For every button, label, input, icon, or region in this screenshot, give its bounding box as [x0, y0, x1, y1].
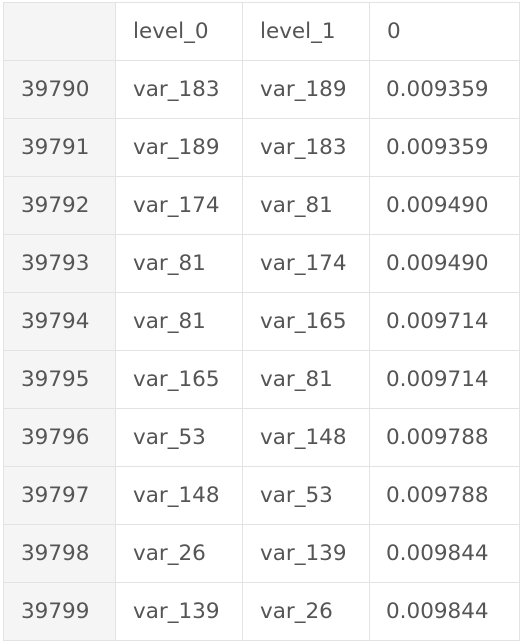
cell-level-1: var_148 [242, 408, 370, 467]
column-header-level-0: level_0 [115, 2, 243, 61]
table-row: 39796 var_53 var_148 0.009788 [3, 408, 520, 467]
row-index: 39790 [3, 60, 116, 119]
table-row: 39797 var_148 var_53 0.009788 [3, 466, 520, 525]
table-row: 39795 var_165 var_81 0.009714 [3, 350, 520, 409]
cell-level-0: var_53 [115, 408, 243, 467]
cell-value: 0.009844 [369, 582, 520, 641]
cell-value: 0.009359 [369, 60, 520, 119]
table-row: 39791 var_189 var_183 0.009359 [3, 118, 520, 177]
cell-level-1: var_81 [242, 176, 370, 235]
dataframe-table: level_0 level_1 0 39790 var_183 var_189 … [3, 2, 520, 641]
cell-value: 0.009844 [369, 524, 520, 583]
cell-level-0: var_174 [115, 176, 243, 235]
cell-level-0: var_148 [115, 466, 243, 525]
cell-level-0: var_81 [115, 234, 243, 293]
table-row: 39798 var_26 var_139 0.009844 [3, 524, 520, 583]
cell-level-1: var_53 [242, 466, 370, 525]
cell-level-0: var_81 [115, 292, 243, 351]
cell-value: 0.009490 [369, 176, 520, 235]
row-index: 39792 [3, 176, 116, 235]
row-index: 39798 [3, 524, 116, 583]
table-body: 39790 var_183 var_189 0.009359 39791 var… [3, 60, 520, 641]
row-index: 39791 [3, 118, 116, 177]
cell-level-1: var_189 [242, 60, 370, 119]
cell-level-0: var_26 [115, 524, 243, 583]
table-row: 39793 var_81 var_174 0.009490 [3, 234, 520, 293]
cell-level-1: var_183 [242, 118, 370, 177]
cell-level-0: var_165 [115, 350, 243, 409]
cell-level-1: var_139 [242, 524, 370, 583]
row-index: 39796 [3, 408, 116, 467]
table-row: 39790 var_183 var_189 0.009359 [3, 60, 520, 119]
cell-level-0: var_183 [115, 60, 243, 119]
cell-level-1: var_165 [242, 292, 370, 351]
cell-value: 0.009788 [369, 408, 520, 467]
header-row: level_0 level_1 0 [3, 2, 520, 61]
row-index: 39795 [3, 350, 116, 409]
cell-value: 0.009714 [369, 292, 520, 351]
row-index: 39794 [3, 292, 116, 351]
cell-value: 0.009714 [369, 350, 520, 409]
cell-value: 0.009490 [369, 234, 520, 293]
row-index: 39793 [3, 234, 116, 293]
cell-value: 0.009788 [369, 466, 520, 525]
column-header-level-1: level_1 [242, 2, 370, 61]
row-index: 39797 [3, 466, 116, 525]
table-header: level_0 level_1 0 [3, 2, 520, 61]
cell-level-1: var_26 [242, 582, 370, 641]
table-row: 39799 var_139 var_26 0.009844 [3, 582, 520, 641]
cell-value: 0.009359 [369, 118, 520, 177]
table-row: 39792 var_174 var_81 0.009490 [3, 176, 520, 235]
row-index: 39799 [3, 582, 116, 641]
column-header-value: 0 [369, 2, 520, 61]
index-header-cell [3, 2, 116, 61]
cell-level-0: var_139 [115, 582, 243, 641]
table-row: 39794 var_81 var_165 0.009714 [3, 292, 520, 351]
cell-level-1: var_174 [242, 234, 370, 293]
cell-level-0: var_189 [115, 118, 243, 177]
cell-level-1: var_81 [242, 350, 370, 409]
